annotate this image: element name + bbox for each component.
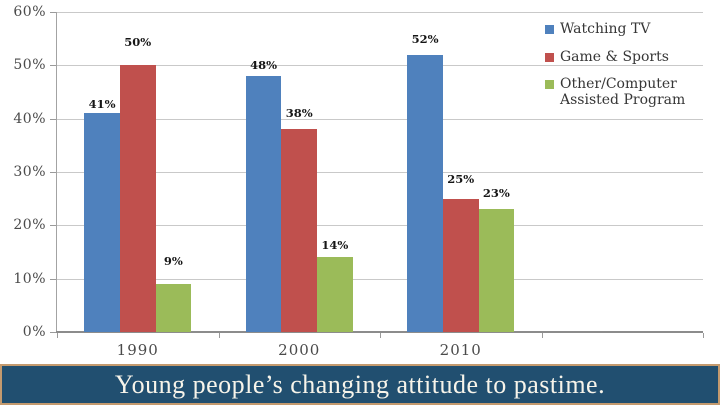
gridline-20pct [57,225,703,227]
legend-label: Watching TV [560,21,651,37]
x-axis-label-2000: 2000 [278,341,321,359]
x-axis-tick [703,333,704,338]
data-label-game-sports-1990: 50% [124,35,152,50]
x-axis-line [56,331,703,333]
bar-other-computer-assisted-program-2000 [317,257,353,332]
legend-label: Other/Computer Assisted Program [560,76,686,108]
legend-swatch-icon [545,52,554,62]
y-axis-label: 20% [13,217,46,234]
bar-other-computer-assisted-program-2010 [478,209,515,332]
y-axis-label: 50% [13,57,46,74]
gridline-30pct [57,172,703,173]
data-label-game-sports-2000: 38% [285,106,313,121]
x-axis-tick [218,333,220,338]
bar-game-sports-1990 [119,65,156,332]
data-label-watching-tv-2000: 48% [250,58,278,72]
bar-game-sports-2000 [281,129,318,332]
chart-legend: Watching TV Game & Sports Other/Computer A… [545,21,688,108]
bar-watching-tv-2000 [245,76,282,332]
legend-item-watching-tv: Watching TV [545,21,688,38]
legend-item-other-computer-assisted-program: Other/Computer Assisted Program [545,76,688,108]
data-label-watching-tv-1990: 41% [88,97,116,112]
x-axis-tick [541,333,543,338]
y-axis-tick [50,332,56,333]
data-label-other-computer-assisted-program-1990: 9% [163,254,183,268]
y-axis-label: 10% [13,270,46,287]
x-axis-label-2010: 2010 [439,341,482,359]
y-axis-tick [50,118,56,120]
y-axis-tick [50,65,56,67]
y-axis-label: 0% [22,324,46,340]
bar-other-computer-assisted-program-1990 [155,284,192,332]
y-axis-line [56,12,57,332]
bar-watching-tv-2010 [407,54,443,332]
gridline-40pct [57,118,703,120]
y-axis-tick [50,172,56,173]
x-axis-tick [380,333,381,338]
y-axis-tick [50,278,56,280]
x-axis-tick [57,333,58,338]
data-label-game-sports-2010: 25% [447,171,475,186]
gridline-60pct [57,12,703,13]
data-label-other-computer-assisted-program-2010: 23% [482,186,510,201]
data-label-other-computer-assisted-program-2000: 14% [321,238,349,253]
x-axis-label-1990: 1990 [116,341,159,359]
bar-watching-tv-1990 [84,113,120,332]
y-axis-label: 40% [13,110,46,127]
bar-chart: 0% 10% 20% 30% 40% 50% 60% 41% 48% 52% 50% 38% 25% 9%… [13,4,704,359]
data-label-watching-tv-2010: 52% [411,31,439,46]
legend-item-game-sports: Game & Sports [545,48,688,66]
legend-swatch-icon [545,80,554,89]
gridline-50pct [57,65,703,67]
legend-label: Game & Sports [560,48,669,65]
title-banner: Young people’s changing attitude to past… [0,364,720,405]
bar-game-sports-2010 [442,198,479,332]
y-axis-label: 30% [13,164,46,180]
y-axis-tick [50,12,56,13]
gridline-10pct [57,278,703,280]
slide-title: Young people’s changing attitude to past… [114,369,606,399]
legend-swatch-icon [545,25,554,34]
y-axis-label: 60% [13,4,46,20]
y-axis-tick [50,225,56,227]
